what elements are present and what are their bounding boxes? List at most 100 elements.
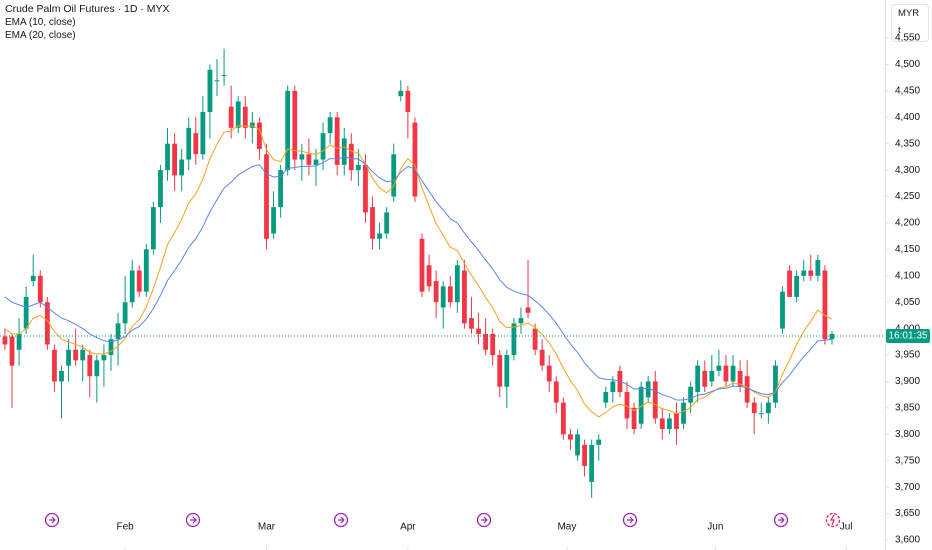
- y-tick-label: 4,050: [895, 297, 920, 308]
- event-icon-glyph: [778, 516, 785, 524]
- candle-body: [801, 270, 807, 276]
- candle-body: [568, 434, 573, 440]
- candle-body: [363, 164, 368, 213]
- ema-line: [4, 125, 833, 418]
- countdown: 16:01:35: [889, 331, 928, 342]
- indicator-label[interactable]: EMA (10, close): [5, 17, 76, 28]
- candle-body: [490, 333, 496, 356]
- candle-body: [398, 90, 404, 97]
- candle-body: [730, 365, 736, 382]
- candle-body: [115, 323, 121, 340]
- candle-body: [433, 281, 439, 303]
- candle-body: [348, 143, 354, 171]
- candle-body: [780, 291, 785, 329]
- unit[interactable]: t: [898, 25, 901, 36]
- y-tick-label: 4,100: [895, 270, 920, 281]
- candle-body: [412, 122, 418, 197]
- candle-body: [80, 349, 86, 361]
- candle-body: [603, 392, 609, 403]
- x-tick-label: Apr: [400, 522, 416, 533]
- candle-body: [518, 318, 524, 324]
- candle-body: [306, 154, 312, 165]
- candle-body: [723, 365, 729, 382]
- candle-body: [645, 381, 651, 398]
- candle-body: [193, 133, 199, 155]
- symbol-title: Crude Palm Oil Futures · 1D · MYX: [5, 3, 170, 15]
- candle-body: [652, 381, 658, 419]
- candle-body: [37, 275, 43, 303]
- candle-body: [659, 418, 665, 430]
- y-tick-label: 3,750: [895, 455, 920, 466]
- candle-body: [150, 207, 156, 250]
- candle-body: [377, 233, 382, 239]
- candle-body: [9, 336, 15, 366]
- candle-body: [405, 90, 411, 113]
- candle-body: [525, 307, 531, 313]
- currency[interactable]: MYR: [898, 8, 920, 19]
- candle-body: [610, 381, 616, 393]
- x-tick-label: Feb: [116, 522, 134, 533]
- candle-body: [553, 381, 559, 403]
- indicator-label[interactable]: EMA (20, close): [5, 30, 76, 41]
- candle-body: [829, 333, 835, 340]
- event-icon-glyph: [627, 516, 634, 524]
- candle-body: [426, 265, 432, 287]
- ema-line: [4, 156, 833, 401]
- candle-body: [744, 376, 750, 403]
- x-tick-label: Jul: [840, 522, 853, 533]
- candle-body: [143, 249, 149, 292]
- y-tick-label: 4,400: [895, 112, 920, 123]
- candle-body: [773, 365, 778, 403]
- candle-body: [419, 238, 425, 292]
- y-tick-label: 4,000: [895, 323, 920, 334]
- candle-body: [242, 106, 248, 128]
- candle-body: [172, 143, 177, 176]
- candle-body: [334, 117, 340, 165]
- candle-body: [765, 402, 771, 414]
- candle-body: [667, 418, 672, 430]
- candle-body: [278, 170, 284, 208]
- legend: Crude Palm Oil Futures · 1D · MYX EMA (1…: [5, 3, 170, 42]
- candle-body: [695, 365, 701, 393]
- event-icon-glyph: [190, 516, 197, 524]
- dividend-glyph: [829, 514, 835, 526]
- candle-body: [575, 434, 580, 456]
- x-tick-label: Jun: [707, 522, 723, 533]
- candle-body: [44, 302, 50, 345]
- candle-body: [52, 349, 57, 382]
- candle-body: [716, 365, 722, 371]
- candle-body: [136, 270, 142, 292]
- y-tick-label: 4,250: [895, 191, 920, 202]
- candle-body: [681, 402, 686, 424]
- candle-body: [454, 265, 460, 303]
- event-icon-glyph: [49, 516, 56, 524]
- candle-body: [94, 360, 100, 377]
- y-tick-label: 4,300: [895, 165, 920, 176]
- candle-body: [589, 444, 595, 482]
- candle-body: [158, 170, 163, 208]
- event-icon-glyph: [338, 516, 345, 524]
- candle-body: [16, 333, 22, 350]
- candle-body: [384, 212, 390, 234]
- candle-body: [391, 154, 397, 197]
- currency-unit-box[interactable]: MYR t: [891, 4, 929, 42]
- candle-body: [822, 270, 828, 340]
- candle-body: [758, 413, 764, 415]
- y-tick-label: 4,500: [895, 59, 920, 70]
- candle-body: [186, 127, 192, 160]
- candle-body: [200, 112, 206, 155]
- price-tag: [886, 329, 930, 344]
- candle-body: [228, 106, 234, 128]
- candle-body: [221, 75, 227, 77]
- candle-body: [299, 154, 305, 160]
- candle-body: [129, 270, 135, 303]
- candle-body: [285, 90, 291, 171]
- candle-body: [674, 413, 679, 430]
- candle-body: [235, 101, 241, 128]
- candle-body: [751, 402, 757, 414]
- y-tick-label: 4,200: [895, 218, 920, 229]
- candle-body: [341, 138, 347, 165]
- candle-body: [66, 349, 71, 366]
- candle-body: [101, 355, 107, 361]
